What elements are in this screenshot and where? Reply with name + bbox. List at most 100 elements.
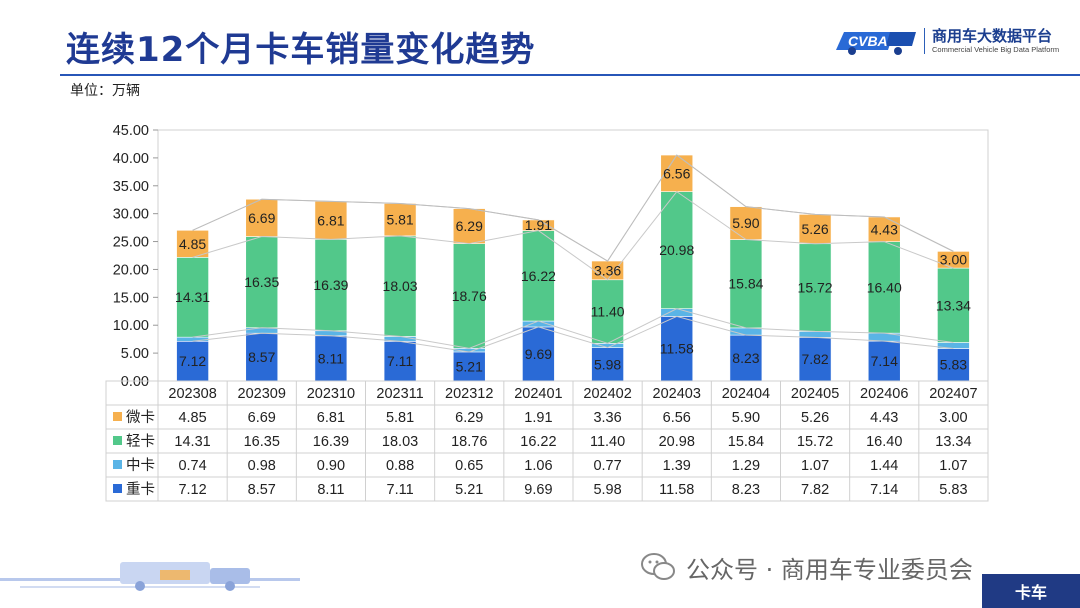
logo-name-en: Commercial Vehicle Big Data Platform [932,45,1060,54]
table-cell-value: 1.91 [524,410,552,426]
table-cell-value: 1.06 [524,458,552,474]
x-tick-label: 202312 [445,386,493,402]
data-label: 20.98 [659,242,694,258]
bar-segment [867,241,901,334]
data-label: 6.81 [317,212,344,228]
bar-segment [383,341,417,382]
series-connector-line [192,308,954,349]
y-tick-label: 5.00 [121,346,149,362]
y-tick-label: 20.00 [113,262,149,278]
data-label: 16.40 [867,279,902,295]
legend-label: 中卡 [126,457,155,474]
table-cell-value: 5.98 [593,482,621,498]
data-label: 6.69 [248,210,275,226]
table-cell-value: 15.84 [728,434,764,450]
table-cell-value: 6.56 [663,410,691,426]
data-label: 7.14 [871,353,898,369]
table-cell-value: 0.65 [455,458,483,474]
table-cell-value: 5.83 [939,482,967,498]
data-label: 4.43 [871,221,898,237]
x-tick-label: 202311 [376,386,423,402]
table-cell-value: 1.44 [870,458,898,474]
data-label: 15.72 [798,280,833,296]
legend-label: 重卡 [126,481,155,498]
bar-segment [176,257,209,338]
table-cell-value: 0.77 [593,458,621,474]
data-label: 18.03 [383,278,418,294]
table-cell-value: 15.72 [797,434,833,450]
table-cell-value: 18.03 [382,434,418,450]
wechat-account: 公众号 · 商用车专业委员会 [640,548,1060,584]
bar-segment [245,332,279,382]
data-label: 11.40 [591,304,625,320]
table-cell-value: 1.07 [801,458,829,474]
bar-segment [383,235,417,337]
data-label: 9.69 [525,346,552,362]
data-label: 6.29 [456,218,483,234]
logo-name-cn: 商用车大数据平台 [932,27,1053,45]
table-cell-value: 16.35 [244,434,280,450]
bar-segment [522,230,555,322]
bar-segment [176,336,209,342]
table-cell-value: 0.88 [386,458,414,474]
logo-brand-text: CVBA [848,33,888,49]
data-label: 16.22 [521,268,556,284]
bar-segment [660,154,694,192]
page-title: 连续12个月卡车销量变化趋势 [66,30,536,70]
bar-segment [798,331,832,338]
data-label: 16.35 [244,274,279,290]
data-label: 5.21 [456,358,483,374]
x-tick-label: 202404 [722,386,770,402]
data-label: 5.26 [801,221,828,237]
data-label: 7.11 [387,353,413,369]
table-cell-value: 8.57 [248,482,276,498]
table-cell-value: 20.98 [659,434,695,450]
bar-segment [660,316,694,382]
wechat-label: 公众号 · 商用车专业委员会 [686,556,973,584]
table-cell-value: 7.82 [801,482,829,498]
table-cell-value: 18.76 [451,434,487,450]
y-tick-label: 40.00 [113,151,149,167]
series-connector-line [192,154,954,262]
table-cell-value: 6.81 [317,410,345,426]
table-cell-value: 8.23 [732,482,760,498]
table-cell-value: 5.81 [386,410,414,426]
table-cell-value: 7.12 [178,482,206,498]
bar-segment [314,239,348,332]
data-label: 16.39 [313,277,348,293]
logo-divider [924,28,925,54]
table-cell-value: 11.40 [590,434,625,450]
table-cell-value: 6.29 [455,410,483,426]
y-tick-label: 45.00 [113,123,149,139]
table-cell-value: 5.26 [801,410,829,426]
data-label: 5.98 [594,356,621,372]
table-cell-value: 4.85 [178,410,206,426]
data-label: 7.12 [179,353,206,369]
y-tick-label: 35.00 [113,179,149,195]
table-cell-value: 16.22 [520,434,556,450]
bar-segment [867,340,901,382]
table-cell-value: 16.39 [313,434,349,450]
x-tick-label: 202401 [514,386,562,402]
data-label: 1.91 [525,217,552,233]
truck-logo-icon: CVBA [836,32,916,55]
data-label: 5.81 [386,212,413,228]
title-underline [60,74,1080,76]
series-connector-line [192,190,954,281]
data-label: 7.82 [801,351,828,367]
series-connector-line [192,315,954,353]
x-tick-label: 202309 [238,386,286,402]
bar-segment [452,351,486,382]
category-badge: 卡车 [982,574,1080,608]
legend-label: 微卡 [126,409,155,426]
table-cell-value: 0.74 [178,458,206,474]
bar-segment [314,201,348,240]
bar-segment [729,334,763,382]
x-tick-label: 202406 [860,386,908,402]
brand-logo: CVBA 商用车大数据平台 Commercial Vehicle Big Dat… [832,24,1062,58]
bar-segment [522,320,555,328]
bar-segment [591,347,624,382]
y-tick-label: 10.00 [113,318,149,334]
legend-label: 轻卡 [126,433,155,450]
